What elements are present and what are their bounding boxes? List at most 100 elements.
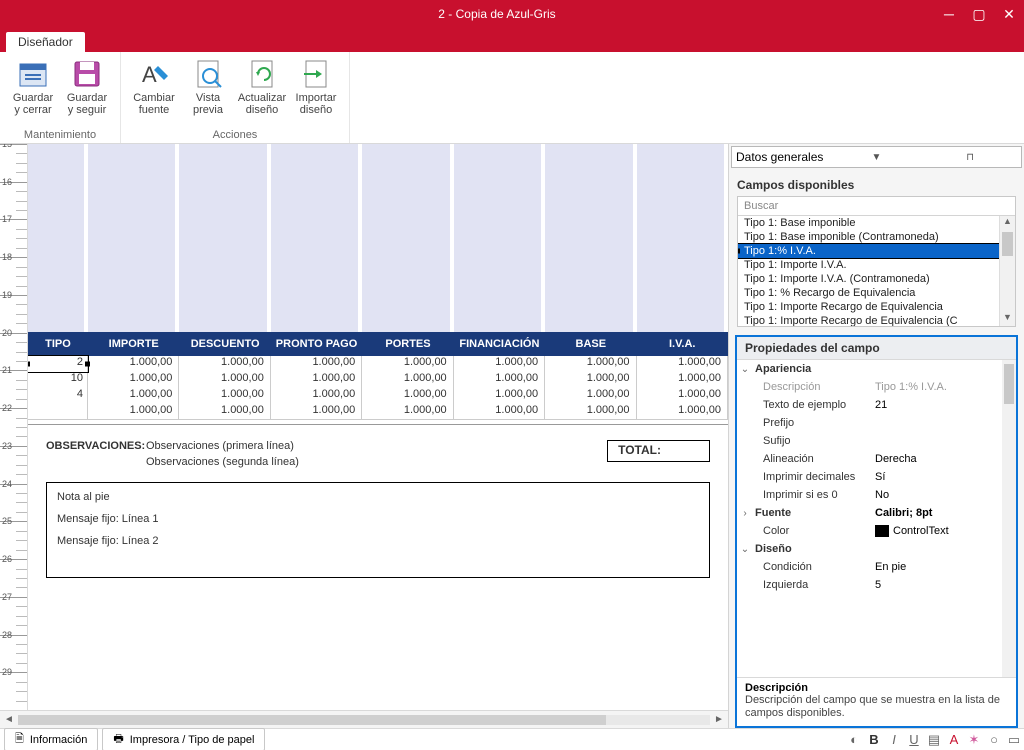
table-cell[interactable]: 10 bbox=[28, 372, 88, 388]
status-icon-square[interactable]: ▭ bbox=[1004, 732, 1024, 748]
table-cell[interactable]: 1.000,00 bbox=[637, 356, 728, 372]
property-row[interactable]: Sufijo bbox=[737, 432, 1016, 450]
field-list-item[interactable]: Tipo 1: Importe Recargo de Equivalencia … bbox=[738, 314, 1015, 326]
refresh-design-button[interactable]: Actualizar diseño bbox=[235, 56, 289, 129]
table-cell[interactable]: 4 bbox=[28, 388, 88, 404]
table-cell[interactable]: 1.000,00 bbox=[271, 388, 362, 404]
preview-button[interactable]: Vista previa bbox=[181, 56, 235, 129]
table-cell[interactable]: 1.000,00 bbox=[362, 404, 453, 420]
field-list-item[interactable]: Tipo 1: Importe Recargo de Equivalencia bbox=[738, 300, 1015, 314]
field-list-item[interactable]: Tipo 1: % Recargo de Equivalencia bbox=[738, 286, 1015, 300]
table-cell[interactable]: 1.000,00 bbox=[179, 404, 270, 420]
property-row[interactable]: DescripciónTipo 1:% I.V.A. bbox=[737, 378, 1016, 396]
property-row[interactable]: ⌄Diseño bbox=[737, 540, 1016, 558]
import-design-button[interactable]: Importar diseño bbox=[289, 56, 343, 129]
property-value[interactable]: 21 bbox=[871, 399, 1016, 411]
fields-scroll-thumb[interactable] bbox=[1002, 232, 1013, 256]
property-value[interactable]: ControlText bbox=[871, 525, 1016, 537]
property-value[interactable]: Calibri; 8pt bbox=[871, 507, 1016, 519]
status-icon-star[interactable]: ✶ bbox=[964, 732, 984, 748]
scroll-up-icon[interactable]: ▲ bbox=[1000, 216, 1015, 230]
props-scrollbar[interactable] bbox=[1002, 360, 1016, 677]
field-list-item[interactable]: Tipo 1: Importe I.V.A. (Contramoneda) bbox=[738, 272, 1015, 286]
scroll-down-icon[interactable]: ▼ bbox=[1000, 312, 1015, 326]
scroll-thumb[interactable] bbox=[18, 715, 606, 725]
property-row[interactable]: Imprimir decimalesSí bbox=[737, 468, 1016, 486]
table-cell[interactable]: 1.000,00 bbox=[454, 356, 545, 372]
table-cell[interactable]: 1.000,00 bbox=[454, 372, 545, 388]
table-cell[interactable]: 1.000,00 bbox=[545, 356, 636, 372]
maximize-button[interactable]: ▢ bbox=[964, 0, 994, 28]
table-cell[interactable]: 1.000,00 bbox=[271, 356, 362, 372]
fields-list[interactable]: Tipo 1: Base imponibleTipo 1: Base impon… bbox=[738, 216, 1015, 326]
table-cell[interactable]: 1.000,00 bbox=[454, 404, 545, 420]
status-icon-1[interactable]: ◐ bbox=[844, 732, 864, 747]
table-cell[interactable]: 1.000,00 bbox=[271, 372, 362, 388]
property-value[interactable]: Tipo 1:% I.V.A. bbox=[871, 381, 1016, 393]
italic-icon[interactable]: I bbox=[884, 732, 904, 747]
property-value[interactable]: Derecha bbox=[871, 453, 1016, 465]
minimize-button[interactable]: ─ bbox=[934, 0, 964, 28]
status-info-button[interactable]: 🗎 Información bbox=[4, 728, 98, 750]
table-cell[interactable]: 1.000,00 bbox=[179, 388, 270, 404]
save-continue-button[interactable]: Guardar y seguir bbox=[60, 56, 114, 129]
fields-scrollbar[interactable]: ▲ ▼ bbox=[999, 216, 1015, 326]
close-button[interactable]: ✕ bbox=[994, 0, 1024, 28]
property-row[interactable]: ›FuenteCalibri; 8pt bbox=[737, 504, 1016, 522]
scroll-track[interactable] bbox=[18, 715, 710, 725]
status-icon-circle[interactable]: ○ bbox=[984, 732, 1004, 747]
fields-search-input[interactable]: Buscar bbox=[738, 197, 1015, 216]
table-cell[interactable]: 1.000,00 bbox=[637, 388, 728, 404]
font-color-icon[interactable]: A bbox=[944, 732, 964, 747]
property-row[interactable]: Izquierda5 bbox=[737, 576, 1016, 594]
property-row[interactable]: ColorControlText bbox=[737, 522, 1016, 540]
property-row[interactable]: AlineaciónDerecha bbox=[737, 450, 1016, 468]
expand-icon[interactable]: ⌄ bbox=[737, 544, 753, 555]
table-cell[interactable]: 1.000,00 bbox=[454, 388, 545, 404]
property-row[interactable]: CondiciónEn pie bbox=[737, 558, 1016, 576]
change-font-button[interactable]: A Cambiar fuente bbox=[127, 56, 181, 129]
table-cell[interactable]: 1.000,00 bbox=[545, 388, 636, 404]
table-cell[interactable]: 1.000,00 bbox=[179, 356, 270, 372]
field-list-item[interactable]: Tipo 1: Base imponible (Contramoneda) bbox=[738, 230, 1015, 244]
bold-icon[interactable]: B bbox=[864, 732, 884, 747]
table-cell[interactable]: 2 bbox=[28, 356, 88, 372]
horizontal-scrollbar[interactable]: ◄ ► bbox=[0, 710, 728, 728]
status-icon-layers[interactable]: ▤ bbox=[924, 732, 944, 748]
table-cell[interactable]: 1.000,00 bbox=[362, 388, 453, 404]
table-cell[interactable]: 1.000,00 bbox=[88, 372, 179, 388]
table-cell[interactable]: 1.000,00 bbox=[88, 404, 179, 420]
property-value[interactable]: 5 bbox=[871, 579, 1016, 591]
table-cell[interactable] bbox=[28, 404, 88, 420]
pin-icon[interactable]: ⊓ bbox=[923, 152, 1017, 163]
property-value[interactable]: No bbox=[871, 489, 1016, 501]
tab-designer[interactable]: Diseñador bbox=[6, 32, 85, 52]
field-list-item[interactable]: Tipo 1:% I.V.A. bbox=[738, 244, 1015, 258]
property-row[interactable]: Texto de ejemplo21 bbox=[737, 396, 1016, 414]
scroll-left-icon[interactable]: ◄ bbox=[0, 714, 18, 725]
field-list-item[interactable]: Tipo 1: Base imponible bbox=[738, 216, 1015, 230]
table-cell[interactable]: 1.000,00 bbox=[545, 372, 636, 388]
property-value[interactable]: En pie bbox=[871, 561, 1016, 573]
panel-dropdown[interactable]: Datos generales ▼ ⊓ bbox=[731, 146, 1022, 168]
expand-icon[interactable]: ⌄ bbox=[737, 364, 753, 375]
property-value[interactable]: Sí bbox=[871, 471, 1016, 483]
table-cell[interactable]: 1.000,00 bbox=[362, 356, 453, 372]
design-surface[interactable]: TIPOIMPORTEDESCUENTOPRONTO PAGOPORTESFIN… bbox=[28, 144, 728, 710]
table-cell[interactable]: 1.000,00 bbox=[88, 356, 179, 372]
table-cell[interactable]: 1.000,00 bbox=[637, 372, 728, 388]
expand-icon[interactable]: › bbox=[737, 508, 753, 519]
table-cell[interactable]: 1.000,00 bbox=[637, 404, 728, 420]
status-printer-button[interactable]: 🖶 Impresora / Tipo de papel bbox=[102, 728, 265, 750]
scroll-right-icon[interactable]: ► bbox=[710, 714, 728, 725]
properties-grid[interactable]: ⌄AparienciaDescripciónTipo 1:% I.V.A.Tex… bbox=[737, 360, 1016, 677]
table-cell[interactable]: 1.000,00 bbox=[88, 388, 179, 404]
underline-icon[interactable]: U bbox=[904, 732, 924, 747]
table-cell[interactable]: 1.000,00 bbox=[545, 404, 636, 420]
property-row[interactable]: Imprimir si es 0No bbox=[737, 486, 1016, 504]
field-list-item[interactable]: Tipo 1: Importe I.V.A. bbox=[738, 258, 1015, 272]
property-row[interactable]: ⌄Apariencia bbox=[737, 360, 1016, 378]
props-scroll-thumb[interactable] bbox=[1004, 364, 1014, 404]
save-close-button[interactable]: Guardar y cerrar bbox=[6, 56, 60, 129]
property-row[interactable]: Prefijo bbox=[737, 414, 1016, 432]
